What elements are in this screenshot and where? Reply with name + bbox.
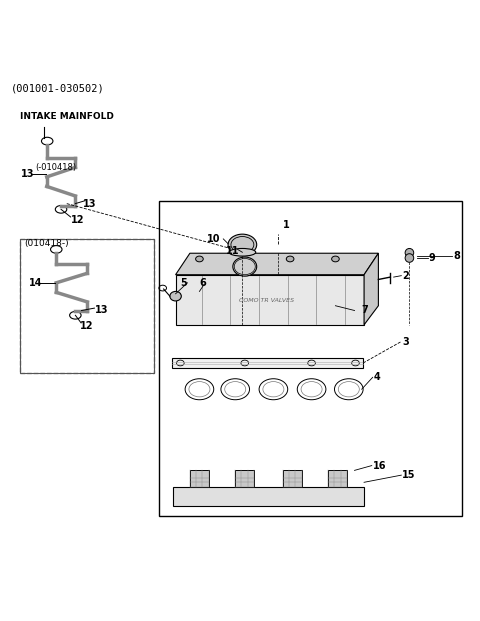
Text: 8: 8	[454, 251, 461, 261]
Bar	[328, 470, 348, 487]
Bar	[235, 470, 254, 487]
Text: COMO TR VALVES: COMO TR VALVES	[239, 299, 294, 304]
Text: 12: 12	[71, 215, 84, 225]
Ellipse shape	[332, 256, 339, 262]
Text: 9: 9	[429, 253, 435, 263]
Text: 1: 1	[283, 220, 290, 230]
Bar	[159, 201, 462, 515]
Text: (-010418): (-010418)	[35, 163, 76, 172]
Bar	[21, 239, 154, 373]
Text: 3: 3	[402, 337, 409, 347]
Text: 10: 10	[206, 234, 220, 244]
Text: (010418-): (010418-)	[24, 239, 69, 248]
Text: 5: 5	[180, 278, 187, 288]
Polygon shape	[172, 358, 363, 368]
Text: 7: 7	[362, 306, 369, 315]
Bar	[190, 470, 209, 487]
Polygon shape	[176, 274, 364, 325]
Text: 12: 12	[80, 321, 94, 331]
Text: (001001-030502): (001001-030502)	[11, 84, 105, 94]
Polygon shape	[364, 253, 378, 325]
Text: 13: 13	[95, 306, 108, 315]
Text: 11: 11	[226, 246, 239, 256]
Bar	[283, 470, 302, 487]
Text: 2: 2	[402, 271, 409, 281]
Text: 14: 14	[29, 278, 43, 288]
Bar	[21, 239, 154, 373]
Ellipse shape	[228, 234, 257, 255]
Polygon shape	[173, 487, 364, 506]
Text: 6: 6	[199, 278, 206, 288]
Ellipse shape	[229, 248, 256, 256]
Ellipse shape	[405, 248, 414, 257]
Text: 16: 16	[372, 461, 386, 471]
Text: 13: 13	[21, 169, 34, 179]
Ellipse shape	[286, 256, 294, 262]
Ellipse shape	[196, 256, 203, 262]
Text: INTAKE MAINFOLD: INTAKE MAINFOLD	[21, 112, 114, 122]
Ellipse shape	[405, 254, 414, 262]
Ellipse shape	[170, 291, 181, 301]
Text: 13: 13	[83, 199, 96, 209]
Ellipse shape	[233, 257, 257, 276]
Text: 4: 4	[373, 373, 380, 383]
Polygon shape	[176, 253, 378, 274]
Text: 15: 15	[402, 470, 416, 480]
